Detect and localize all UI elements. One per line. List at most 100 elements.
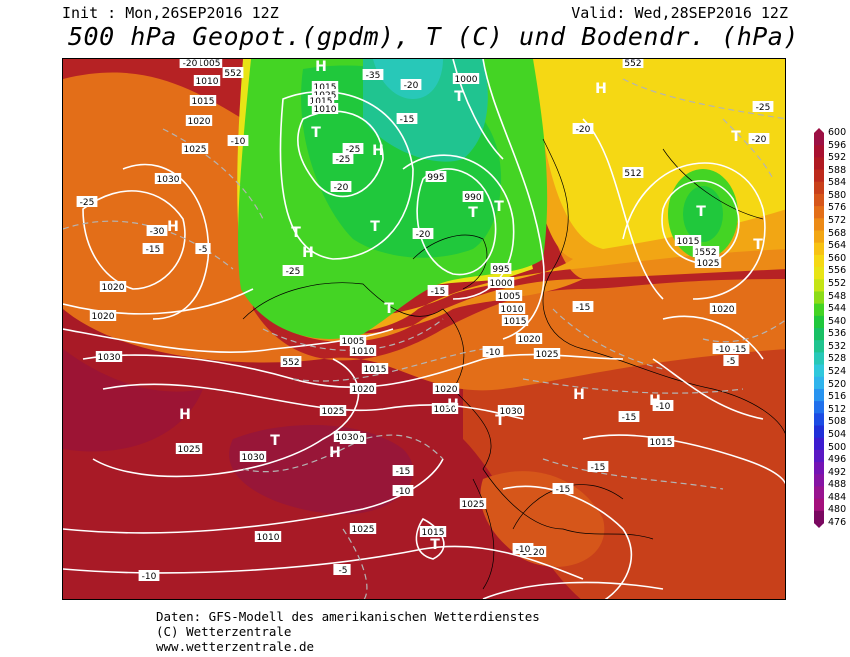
svg-text:-15: -15 — [396, 467, 411, 477]
high-pressure-center: H — [372, 143, 384, 159]
svg-text:1030: 1030 — [434, 405, 457, 415]
legend-swatch — [814, 474, 824, 487]
isobar-label: 1000 — [487, 277, 515, 289]
isobar-label: 1010 — [193, 75, 221, 87]
svg-text:995: 995 — [427, 173, 444, 183]
legend-level-label: 524 — [828, 366, 847, 378]
svg-text:-15: -15 — [146, 245, 161, 255]
temperature-label: -5 — [195, 243, 211, 255]
svg-text:1015: 1015 — [314, 83, 337, 93]
legend-level-label: 532 — [828, 340, 847, 352]
svg-text:-15: -15 — [591, 463, 606, 473]
legend-bottom-arrow — [814, 523, 824, 528]
temperature-label: -5 — [335, 564, 351, 576]
temperature-label: -15 — [142, 243, 164, 255]
low-pressure-center: T — [494, 199, 504, 215]
svg-text:-5: -5 — [199, 245, 208, 255]
temperature-label: -35 — [362, 69, 384, 81]
svg-text:1010: 1010 — [352, 347, 375, 357]
temperature-label: -15 — [728, 343, 750, 355]
legend-swatch — [814, 315, 824, 329]
legend-level-label: 592 — [828, 152, 847, 164]
svg-text:-15: -15 — [732, 345, 747, 355]
svg-text:-25: -25 — [286, 267, 301, 277]
high-pressure-center: H — [315, 59, 327, 75]
svg-text:-15: -15 — [556, 485, 571, 495]
isobar-label: 1005 — [339, 335, 367, 347]
isobar-label: 1000 — [452, 73, 480, 85]
legend-level-label: 520 — [828, 378, 847, 390]
legend-swatch — [814, 425, 824, 439]
svg-text:-10: -10 — [396, 487, 411, 497]
svg-text:1015: 1015 — [364, 365, 387, 375]
legend-swatch — [814, 352, 824, 366]
isobar-label: 1025 — [175, 443, 203, 455]
isobar-label: 1015 — [311, 81, 339, 93]
isobar-label: 995 — [490, 263, 512, 275]
high-pressure-center: H — [649, 393, 661, 409]
temperature-label: -25 — [76, 196, 98, 208]
low-pressure-center: T — [731, 129, 741, 145]
temperature-label: -15 — [572, 301, 594, 313]
low-pressure-center: T — [696, 204, 706, 220]
temperature-label: -10 — [482, 346, 504, 358]
svg-text:1030: 1030 — [98, 353, 121, 363]
svg-text:1020: 1020 — [518, 335, 541, 345]
isobar-label: 1015 — [307, 95, 335, 107]
isobar-label: 1030 — [431, 403, 459, 415]
svg-text:-20: -20 — [416, 230, 431, 240]
svg-text:1000: 1000 — [455, 75, 478, 85]
temperature-label: -15 — [396, 113, 418, 125]
svg-text:1015: 1015 — [422, 528, 445, 538]
isobar-label: 1020 — [89, 310, 117, 322]
svg-text:1025: 1025 — [322, 407, 345, 417]
svg-text:-20: -20 — [752, 135, 767, 145]
temperature-label: -15 — [587, 461, 609, 473]
svg-text:1030: 1030 — [242, 453, 265, 463]
temperature-label: -15 — [552, 483, 574, 495]
temperature-label: -10 — [712, 343, 734, 355]
isobar-label: 1010 — [349, 345, 377, 357]
legend-swatch — [814, 242, 824, 256]
legend-level-label: 476 — [828, 517, 847, 528]
svg-text:1010: 1010 — [314, 105, 337, 115]
legend-swatch — [814, 181, 824, 195]
isobar-label: 1025 — [181, 143, 209, 155]
svg-text:1025: 1025 — [178, 445, 201, 455]
temperature-label: -15 — [427, 285, 449, 297]
svg-text:-25: -25 — [346, 145, 361, 155]
svg-text:512: 512 — [624, 169, 641, 179]
low-pressure-center: T — [384, 301, 394, 317]
low-pressure-center: T — [454, 89, 464, 105]
svg-text:-20: -20 — [576, 125, 591, 135]
legend-swatch — [814, 169, 824, 183]
svg-text:1030: 1030 — [336, 433, 359, 443]
svg-text:552: 552 — [224, 69, 241, 79]
legend-swatch — [814, 230, 824, 244]
isobar-label: 1010 — [311, 103, 339, 115]
svg-text:990: 990 — [464, 193, 481, 203]
svg-text:1005: 1005 — [198, 59, 221, 69]
high-pressure-center: H — [573, 387, 585, 403]
legend-swatch — [814, 291, 824, 305]
svg-text:-15: -15 — [576, 303, 591, 313]
legend-level-label: 528 — [828, 353, 847, 365]
svg-text:1015: 1015 — [650, 438, 673, 448]
isobar-label: 995 — [425, 171, 447, 183]
temperature-label: -10 — [138, 570, 160, 582]
svg-text:1010: 1010 — [196, 77, 219, 87]
svg-text:1025: 1025 — [697, 259, 720, 269]
footer-website: www.wetterzentrale.de — [156, 639, 315, 654]
temperature-label: -5 — [723, 355, 739, 367]
legend-level-label: 488 — [828, 479, 847, 491]
svg-text:1020: 1020 — [188, 117, 211, 127]
legend-swatch — [814, 510, 824, 524]
low-pressure-center: T — [468, 205, 478, 221]
geopotential-label: 552 — [280, 356, 302, 368]
temperature-label: -20 — [412, 228, 434, 240]
legend-level-label: 536 — [828, 328, 847, 340]
isobar-label: 1025 — [533, 348, 561, 360]
svg-text:-10: -10 — [656, 402, 671, 412]
legend-swatch — [814, 157, 824, 171]
temperature-label: -25 — [752, 101, 774, 113]
